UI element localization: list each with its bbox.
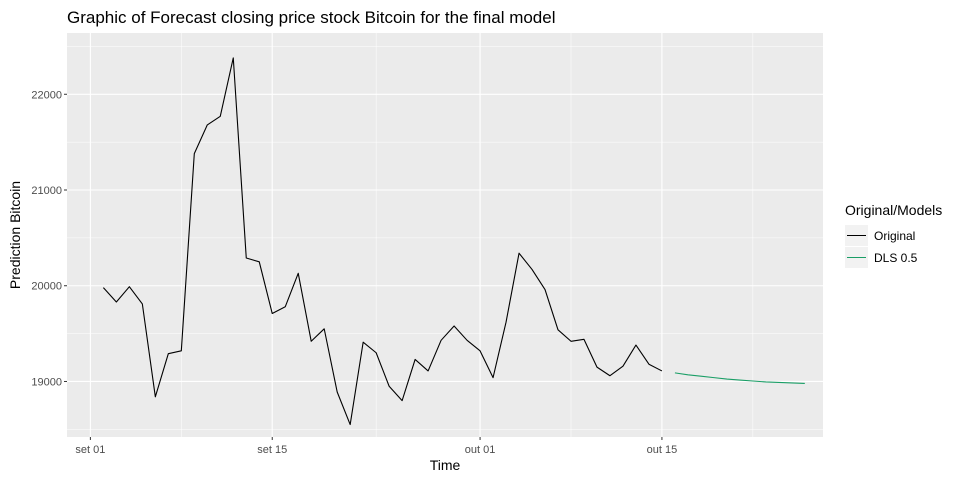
major-gridlines (67, 33, 823, 437)
y-axis-title: Prediction Bitcoin (7, 181, 23, 289)
y-tick-label: 20000 (31, 281, 62, 293)
series-line-dls-0-5 (674, 372, 805, 384)
legend-label-original: Original (874, 229, 915, 243)
chart-title: Graphic of Forecast closing price stock … (67, 8, 556, 27)
series-line-original (102, 57, 663, 426)
legend: Original/Models Original DLS 0.5 (845, 202, 942, 268)
x-axis-title: Time (430, 457, 461, 473)
y-axis: 19000 20000 21000 22000 (31, 89, 67, 388)
x-tick-label: set 01 (75, 444, 105, 456)
x-tick-label: out 15 (647, 444, 678, 456)
y-tick-label: 21000 (31, 185, 62, 197)
legend-title: Original/Models (845, 202, 942, 218)
x-axis: set 01 set 15 out 01 out 15 (75, 437, 677, 456)
minor-gridlines (67, 33, 823, 437)
legend-label-dls: DLS 0.5 (874, 251, 918, 265)
plot-panel (67, 33, 823, 437)
x-tick-label: set 15 (257, 444, 287, 456)
y-tick-label: 22000 (31, 89, 62, 101)
series-layer (102, 57, 805, 426)
x-tick-label: out 01 (465, 444, 496, 456)
y-tick-label: 19000 (31, 376, 62, 388)
